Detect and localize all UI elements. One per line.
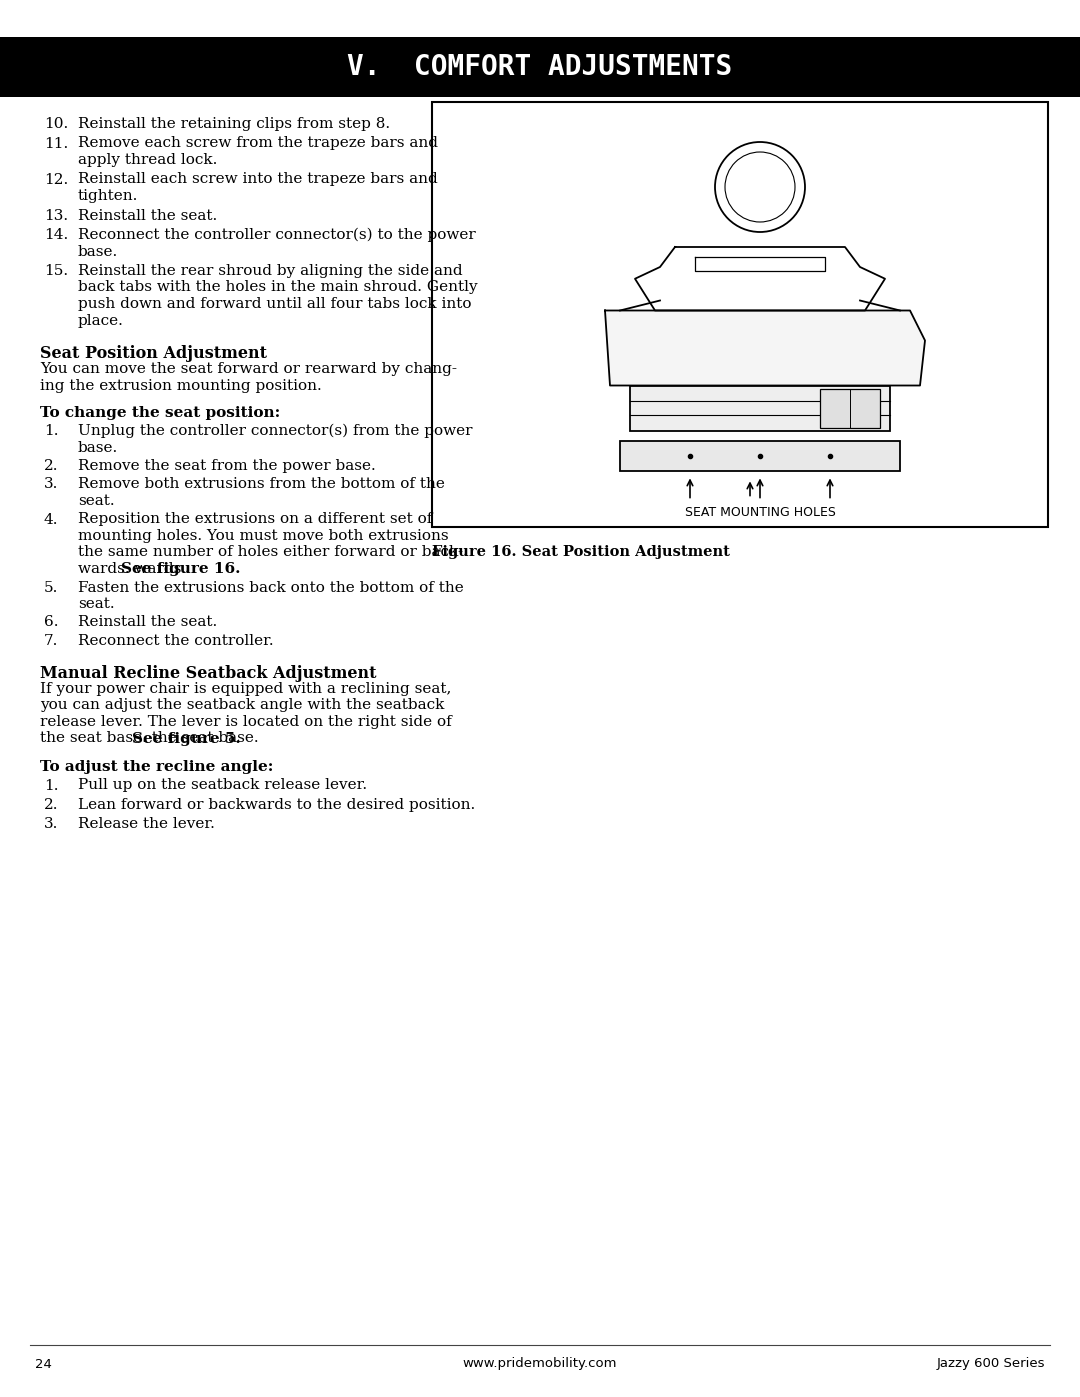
Text: Figure 16. Seat Position Adjustment: Figure 16. Seat Position Adjustment [432, 545, 730, 559]
Polygon shape [605, 310, 924, 386]
Text: SEAT MOUNTING HOLES: SEAT MOUNTING HOLES [685, 506, 836, 518]
Text: Reinstall the retaining clips from step 8.: Reinstall the retaining clips from step … [78, 117, 390, 131]
Text: You can move the seat forward or rearward by chang-: You can move the seat forward or rearwar… [40, 362, 457, 377]
Text: wards. wards.: wards. wards. [78, 562, 191, 576]
Text: mounting holes. You must move both extrusions: mounting holes. You must move both extru… [78, 529, 448, 543]
Text: Reinstall the seat.: Reinstall the seat. [78, 208, 217, 222]
Text: 15.: 15. [44, 264, 68, 278]
Bar [650, 489, 870, 509]
Text: back tabs with the holes in the main shroud. Gently: back tabs with the holes in the main shr… [78, 281, 477, 295]
Text: Pull up on the seatback release lever.: Pull up on the seatback release lever. [78, 778, 367, 792]
Text: the same number of holes either forward or back-: the same number of holes either forward … [78, 545, 463, 560]
Text: 7.: 7. [44, 634, 58, 648]
Text: See figure 16.: See figure 16. [121, 562, 240, 576]
Text: 5.: 5. [44, 581, 58, 595]
Text: Reinstall the rear shroud by aligning the side and: Reinstall the rear shroud by aligning th… [78, 264, 462, 278]
Text: 3.: 3. [44, 817, 58, 831]
Text: 1.: 1. [44, 778, 58, 792]
Text: apply thread lock.: apply thread lock. [78, 154, 217, 168]
Text: Remove each screw from the trapeze bars and: Remove each screw from the trapeze bars … [78, 137, 438, 151]
Text: tighten.: tighten. [78, 189, 138, 203]
Text: Unplug the controller connector(s) from the power: Unplug the controller connector(s) from … [78, 425, 473, 439]
Text: See figure 5.: See figure 5. [132, 732, 240, 746]
Text: place.: place. [78, 313, 124, 327]
Bar [630, 386, 890, 430]
Text: Remove the seat from the power base.: Remove the seat from the power base. [78, 460, 376, 474]
Bar [820, 388, 880, 427]
Text: V.  COMFORT ADJUSTMENTS: V. COMFORT ADJUSTMENTS [348, 53, 732, 81]
Text: seat.: seat. [78, 597, 114, 610]
Text: release lever. The lever is located on the right side of: release lever. The lever is located on t… [40, 715, 451, 729]
Text: 13.: 13. [44, 208, 68, 222]
Bar [620, 440, 900, 471]
Text: 2.: 2. [44, 798, 58, 812]
Text: Jazzy 600 Series: Jazzy 600 Series [936, 1358, 1045, 1370]
Text: Manual Recline Seatback Adjustment: Manual Recline Seatback Adjustment [40, 665, 377, 682]
Text: Reposition the extrusions on a different set of: Reposition the extrusions on a different… [78, 513, 432, 527]
Text: Remove both extrusions from the bottom of the: Remove both extrusions from the bottom o… [78, 478, 445, 492]
Text: Seat Position Adjustment: Seat Position Adjustment [40, 345, 267, 362]
Text: base.: base. [78, 244, 118, 258]
Text: the seat base. the seat base.: the seat base. the seat base. [40, 732, 264, 746]
Text: 14.: 14. [44, 228, 68, 242]
Text: seat.: seat. [78, 495, 114, 509]
Text: ing the extrusion mounting position.: ing the extrusion mounting position. [40, 379, 322, 393]
Text: Reconnect the controller.: Reconnect the controller. [78, 634, 273, 648]
Text: www.pridemobility.com: www.pridemobility.com [462, 1358, 618, 1370]
Text: Reinstall each screw into the trapeze bars and: Reinstall each screw into the trapeze ba… [78, 172, 437, 187]
Bar [432, 102, 1048, 527]
Bar [0, 36, 1080, 96]
Text: 3.: 3. [44, 478, 58, 492]
Text: Reinstall the seat.: Reinstall the seat. [78, 616, 217, 630]
Text: Lean forward or backwards to the desired position.: Lean forward or backwards to the desired… [78, 798, 475, 812]
Text: If your power chair is equipped with a reclining seat,: If your power chair is equipped with a r… [40, 682, 451, 696]
Text: Release the lever.: Release the lever. [78, 817, 215, 831]
Text: base.: base. [78, 440, 118, 454]
Text: push down and forward until all four tabs lock into: push down and forward until all four tab… [78, 298, 472, 312]
Text: you can adjust the seatback angle with the seatback: you can adjust the seatback angle with t… [40, 698, 444, 712]
Text: 1.: 1. [44, 425, 58, 439]
Text: 11.: 11. [44, 137, 68, 151]
Text: To adjust the recline angle:: To adjust the recline angle: [40, 760, 273, 774]
Text: To change the seat position:: To change the seat position: [40, 405, 280, 419]
Text: Fasten the extrusions back onto the bottom of the: Fasten the extrusions back onto the bott… [78, 581, 463, 595]
Text: 10.: 10. [44, 117, 68, 131]
Text: 24: 24 [35, 1358, 52, 1370]
Text: 4.: 4. [44, 513, 58, 527]
Text: 6.: 6. [44, 616, 58, 630]
Text: 2.: 2. [44, 460, 58, 474]
Text: Reconnect the controller connector(s) to the power: Reconnect the controller connector(s) to… [78, 228, 476, 243]
Text: 12.: 12. [44, 172, 68, 187]
